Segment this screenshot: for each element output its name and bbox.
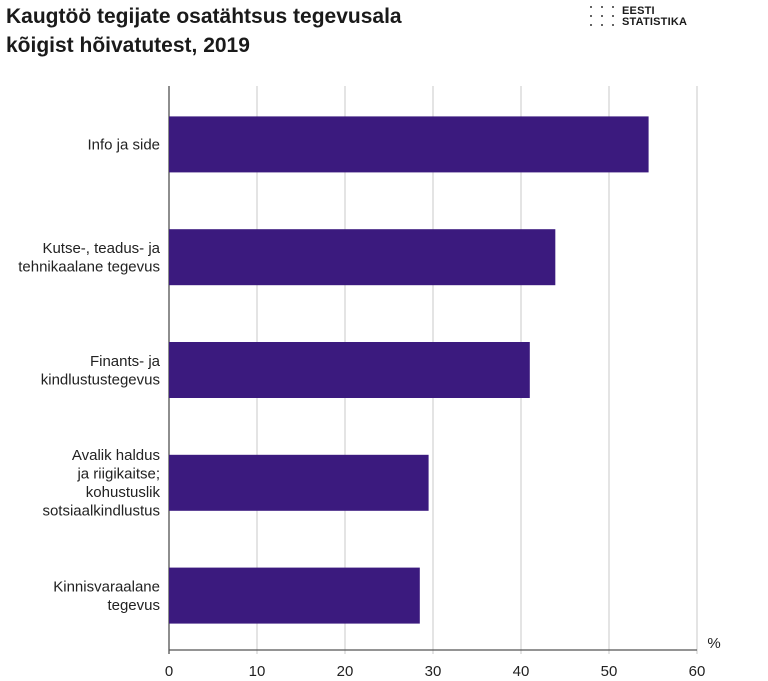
- logo-line-2: STATISTIKA: [622, 16, 688, 28]
- category-label: Kinnisvaraalane: [53, 578, 160, 595]
- x-axis-unit-label: %: [707, 635, 720, 652]
- x-tick-label: 20: [337, 663, 354, 680]
- category-label: tegevus: [107, 597, 160, 614]
- chart-title-line-1: Kaugtöö tegijate osatähtsus tegevusala: [6, 5, 402, 28]
- x-tick-label: 30: [425, 663, 442, 680]
- logo-wordmark: EESTI STATISTIKA: [622, 6, 687, 28]
- category-label: ja riigikaitse;: [76, 466, 160, 483]
- x-tick-label: 10: [249, 663, 266, 680]
- x-tick-label: 50: [601, 663, 618, 680]
- chart-title-line-2: kõigist hõivatutest, 2019: [6, 34, 250, 57]
- category-label: kohustuslik: [86, 484, 161, 501]
- chart-title: Kaugtöö tegijate osatähtsus tegevusala k…: [6, 2, 566, 60]
- dot-grid-icon: [590, 6, 616, 28]
- statistics-estonia-logo: EESTI STATISTIKA: [590, 6, 687, 28]
- bar: [169, 567, 420, 624]
- category-label: sotsiaalkindlustus: [42, 503, 160, 520]
- bar: [169, 454, 429, 511]
- x-tick-label: 40: [513, 663, 530, 680]
- bar: [169, 116, 649, 173]
- category-label: Avalik haldus: [72, 447, 160, 464]
- category-label: kindlustustegevus: [41, 371, 160, 388]
- x-tick-label: 60: [689, 663, 706, 680]
- bar: [169, 342, 530, 398]
- bar: [169, 229, 556, 286]
- category-label: Finants- ja: [90, 353, 161, 370]
- category-label: Info ja side: [87, 136, 160, 153]
- category-label: Kutse-, teadus- ja: [42, 240, 160, 257]
- x-tick-label: 0: [165, 663, 173, 680]
- logo-line-1: EESTI: [622, 5, 655, 17]
- category-label: tehnikaalane tegevus: [18, 258, 160, 275]
